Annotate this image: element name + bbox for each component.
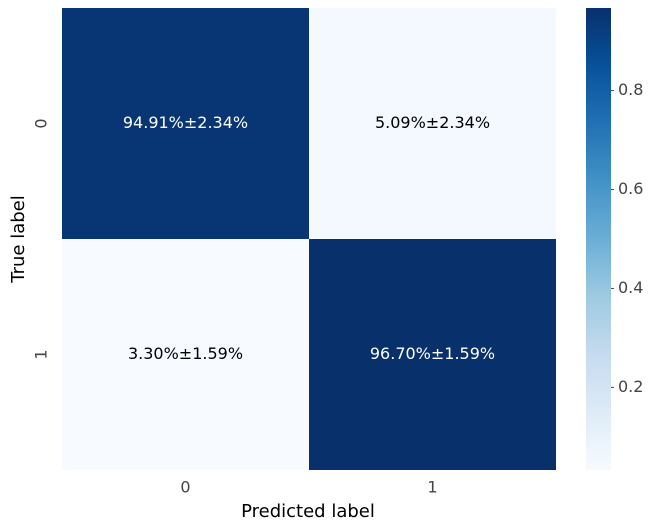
- colorbar-tick-label: 0.8: [618, 80, 643, 99]
- heatmap-cell: [62, 8, 309, 239]
- y-tick-label: 1: [32, 349, 51, 359]
- heatmap-cell: [62, 239, 309, 470]
- x-tick-label: 0: [180, 478, 190, 497]
- colorbar-tick-label: 0.2: [618, 377, 643, 396]
- heatmap-cell: [309, 8, 556, 239]
- colorbar: [586, 8, 611, 470]
- y-tick-label: 0: [32, 118, 51, 128]
- colorbar-tick-label: 0.6: [618, 179, 643, 198]
- x-tick-label: 1: [427, 478, 437, 497]
- y-axis-label: True label: [8, 195, 29, 284]
- cell-label: 3.30%±1.59%: [128, 344, 243, 363]
- cell-label: 94.91%±2.34%: [123, 113, 248, 132]
- cell-label: 5.09%±2.34%: [375, 113, 490, 132]
- x-axis-label: Predicted label: [241, 501, 375, 522]
- colorbar-tick-label: 0.4: [618, 278, 643, 297]
- heatmap-cell: [309, 239, 556, 470]
- cell-label: 96.70%±1.59%: [370, 344, 495, 363]
